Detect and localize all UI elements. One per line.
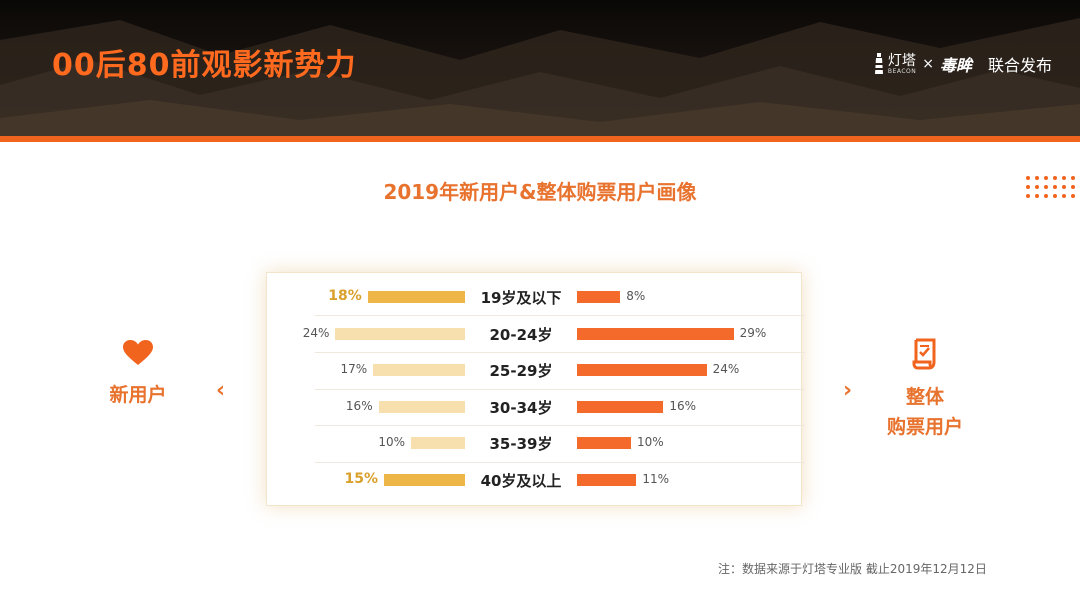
age-category-label: 20-24岁 bbox=[489, 325, 553, 344]
beacon-logo: 灯塔 BEACON bbox=[873, 52, 916, 76]
overall-user-bar bbox=[577, 474, 637, 486]
new-user-bar bbox=[378, 400, 465, 413]
header-banner: 00后80前观影新势力 灯塔 BEACON × 毒眸 联合发布 bbox=[0, 0, 1080, 136]
overall-user-value-label: 16% bbox=[669, 398, 697, 413]
overall-user-value-label: 10% bbox=[637, 435, 664, 450]
overall-user-bar bbox=[577, 327, 734, 340]
partner-logos: 灯塔 BEACON × 毒眸 联合发布 bbox=[873, 48, 1052, 80]
overall-user-label-line2: 购票用户 bbox=[886, 416, 963, 438]
new-user-value-label: 24% bbox=[302, 325, 330, 340]
new-user-bar bbox=[373, 364, 465, 377]
overall-user-bar bbox=[577, 400, 664, 413]
overall-user-value-label: 29% bbox=[739, 325, 767, 340]
age-category-label: 30-34岁 bbox=[489, 398, 553, 417]
new-user-value-label: 17% bbox=[340, 362, 368, 377]
beacon-logo-subtext: BEACON bbox=[887, 67, 917, 75]
row-divider bbox=[315, 388, 805, 390]
overall-user-value-label: 11% bbox=[642, 472, 670, 486]
overall-user-value-label: 8% bbox=[626, 289, 646, 303]
age-category-label: 25-29岁 bbox=[489, 362, 553, 381]
page-title: 00后80前观影新势力 bbox=[52, 48, 357, 83]
lighthouse-icon bbox=[874, 53, 883, 74]
age-category-label: 35-39岁 bbox=[489, 435, 553, 454]
dumou-logo: 毒眸 bbox=[939, 56, 972, 75]
row-divider bbox=[315, 461, 805, 463]
chart-title: 2019年新用户&整体购票用户画像 bbox=[383, 180, 697, 204]
new-user-bar bbox=[335, 327, 465, 340]
next-arrow[interactable]: › bbox=[843, 378, 853, 403]
dots-decoration bbox=[1026, 176, 1080, 202]
new-user-value-label: 10% bbox=[378, 435, 405, 450]
chart-panel: 18% 19岁及以下 8% 24% 20-24岁 29% 17% 25-29岁 24% 16% 30… bbox=[266, 272, 805, 506]
row-divider bbox=[315, 425, 805, 427]
new-user-value-label: 18% bbox=[328, 288, 362, 304]
new-user-value-label: 15% bbox=[344, 471, 378, 487]
times-symbol: × bbox=[922, 56, 934, 72]
prev-arrow[interactable]: ‹ bbox=[216, 378, 226, 403]
mountain-background bbox=[0, 18, 1080, 136]
new-user-bar bbox=[367, 291, 465, 303]
beacon-logo-text: 灯塔 bbox=[887, 52, 916, 69]
heart-icon bbox=[123, 340, 153, 365]
overall-user-bar bbox=[577, 437, 631, 450]
age-category-label: 40岁及以上 bbox=[480, 472, 562, 490]
overall-user-value-label: 24% bbox=[712, 362, 740, 377]
overall-user-label-line1: 整体 bbox=[905, 386, 944, 408]
age-category-label: 19岁及以下 bbox=[480, 289, 562, 307]
accent-bar bbox=[0, 136, 1080, 142]
new-user-bar bbox=[384, 474, 465, 486]
joint-release-label: 联合发布 bbox=[987, 56, 1052, 75]
row-divider bbox=[315, 315, 805, 317]
overall-user-bar bbox=[577, 291, 621, 303]
new-user-label: 新用户 bbox=[109, 384, 167, 406]
overall-user-bar bbox=[577, 364, 707, 377]
new-user-bar bbox=[411, 437, 465, 450]
new-user-value-label: 16% bbox=[345, 398, 373, 413]
data-source-note: 注：数据来源于灯塔专业版 截止2019年12月12日 bbox=[718, 562, 987, 576]
row-divider bbox=[315, 351, 805, 353]
document-icon bbox=[912, 338, 936, 370]
